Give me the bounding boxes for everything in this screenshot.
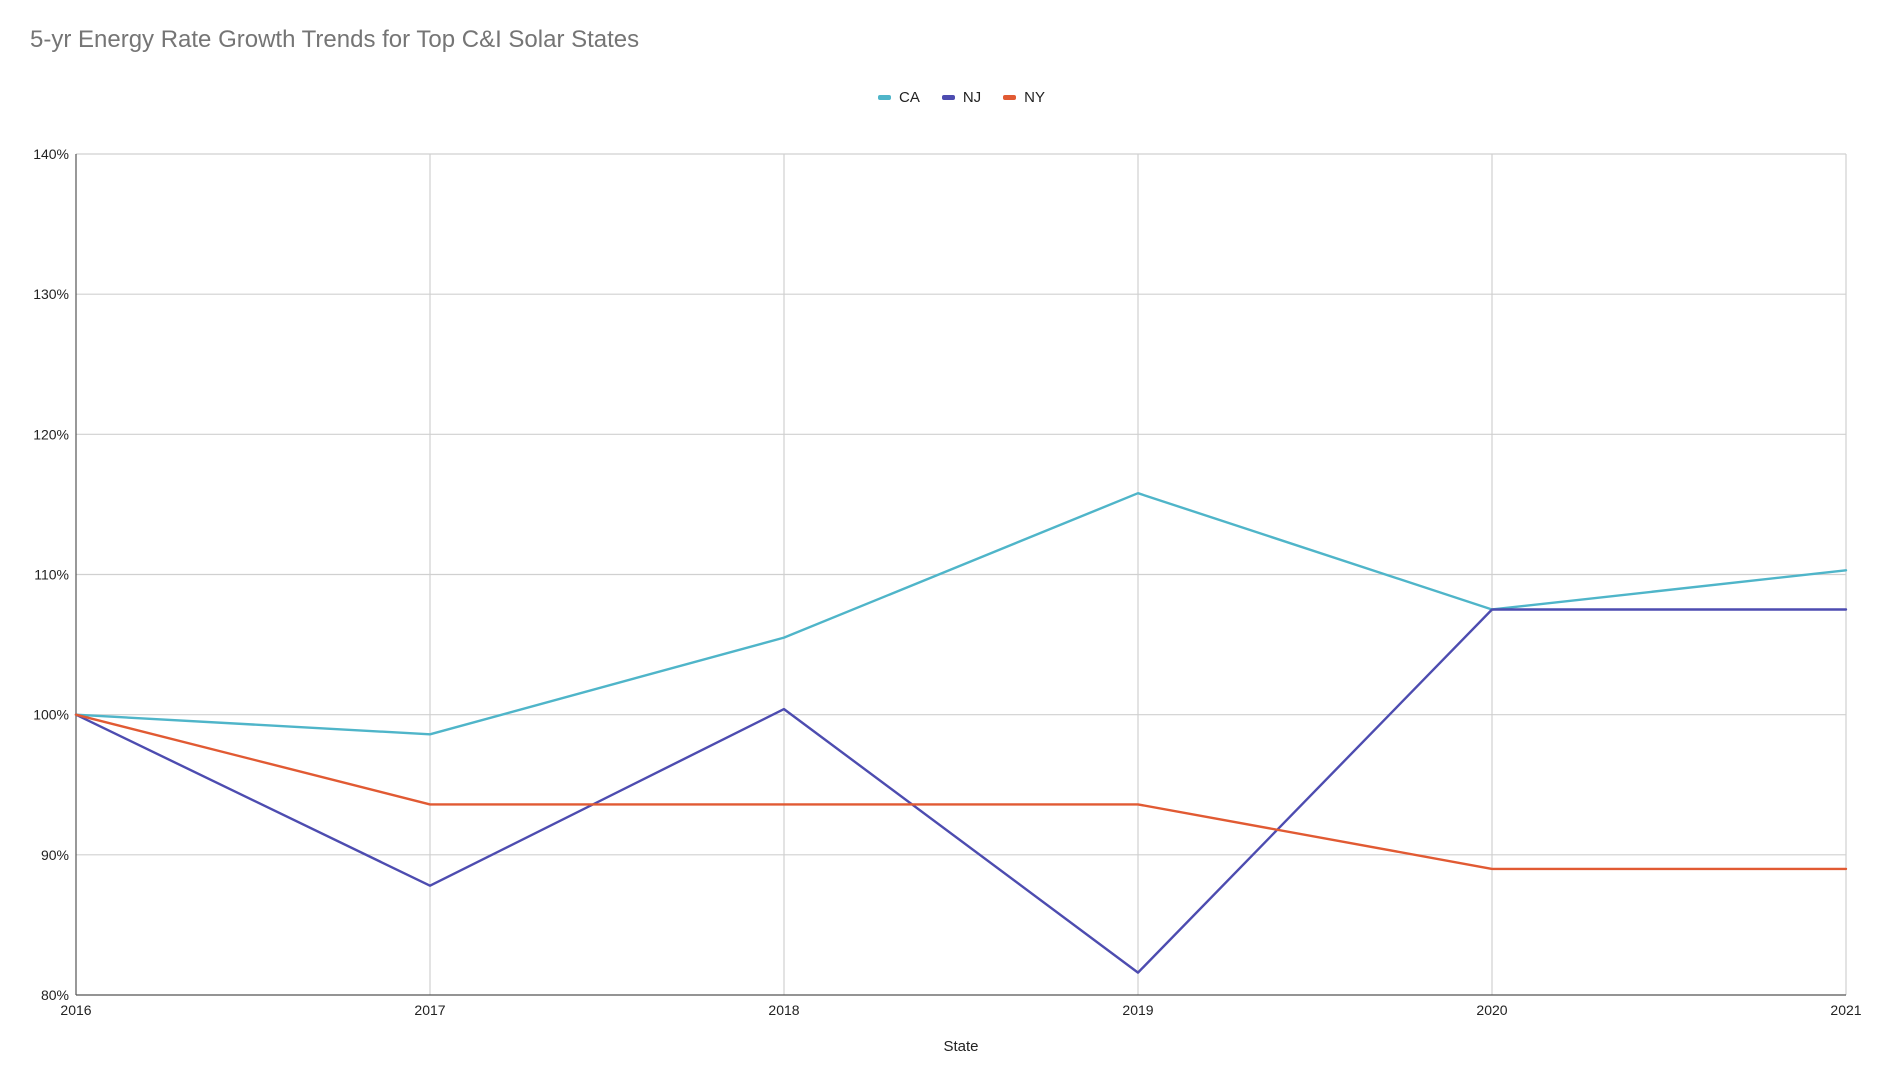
legend-swatch <box>877 95 891 100</box>
x-tick-label: 2016 <box>60 1002 91 1018</box>
y-tick-label: 110% <box>34 567 69 583</box>
x-tick-label: 2020 <box>1476 1002 1507 1018</box>
gridlines <box>76 153 1847 995</box>
y-tick-label: 120% <box>33 426 69 442</box>
y-tick-label: 80% <box>41 987 69 1003</box>
x-tick-label: 2018 <box>768 1002 799 1018</box>
legend-swatch <box>941 95 955 100</box>
x-tick-label: 2019 <box>1122 1002 1153 1018</box>
legend-item-ca: CA <box>877 89 920 106</box>
series-lines <box>74 492 1848 974</box>
chart-title: 5-yr Energy Rate Growth Trends for Top C… <box>30 26 640 53</box>
legend-label: NY <box>1024 89 1046 106</box>
x-tick-label: 2021 <box>1830 1002 1861 1018</box>
series-line-ca <box>74 492 1848 736</box>
legend-swatch <box>1003 95 1017 100</box>
legend-label: CA <box>898 89 920 106</box>
series-line-ny <box>74 713 1848 871</box>
axes <box>75 154 1846 996</box>
x-axis-title: State <box>943 1038 978 1055</box>
y-tick-label: 130% <box>33 286 69 302</box>
chart-legend: CA NJ NY <box>0 89 1900 106</box>
series-line-nj <box>74 608 1848 974</box>
y-tick-label: 90% <box>41 847 69 863</box>
legend-label: NJ <box>962 89 982 106</box>
legend-item-ny: NY <box>1003 89 1045 106</box>
x-tick-label: 2017 <box>414 1002 445 1018</box>
tick-labels: 80% 90% 100% 110% 120% 130% 140% 2016 2017 2018 20… <box>33 146 1862 1055</box>
y-tick-label: 100% <box>33 707 69 723</box>
y-tick-label: 140% <box>33 146 69 162</box>
legend-item-nj: NJ <box>941 89 982 106</box>
